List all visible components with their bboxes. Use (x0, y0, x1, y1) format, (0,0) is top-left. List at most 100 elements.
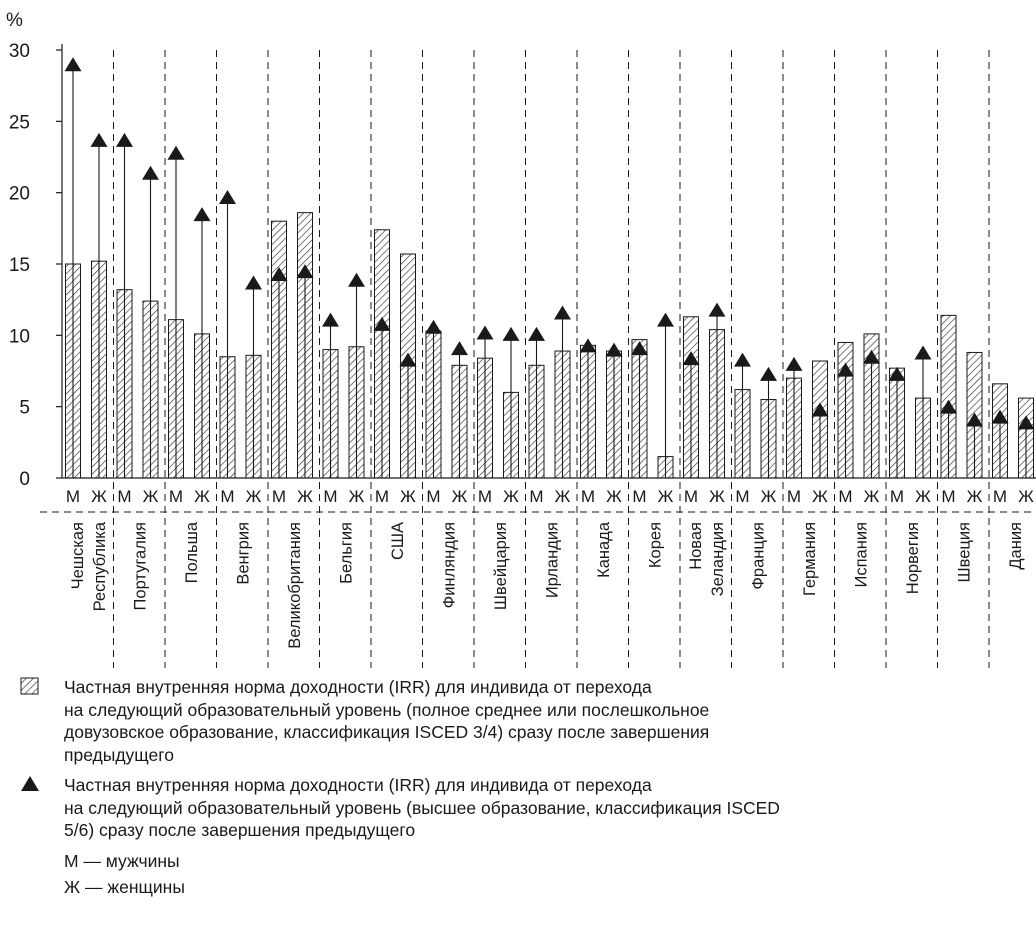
legend-line: довузовское образование, классификация I… (64, 722, 710, 742)
country-label: США (389, 522, 407, 560)
sex-label-m: М (632, 487, 646, 506)
sex-label-m: М (529, 487, 543, 506)
legend-line: М — мужчины (64, 850, 180, 871)
sex-label-f: Ж (709, 487, 725, 506)
country-label: Финляндия (440, 522, 458, 608)
triangle-marker (631, 341, 648, 356)
sex-label-f: Ж (91, 487, 107, 506)
country-label: Польша (183, 521, 201, 583)
sex-label-m: М (66, 487, 80, 506)
legend-line: на следующий образовательный уровень (вы… (64, 797, 780, 818)
sex-label-m: М (169, 487, 183, 506)
sex-label-m: М (735, 487, 749, 506)
sex-label-f: Ж (967, 487, 983, 506)
triangle-marker (1017, 415, 1035, 430)
sex-label-m: М (838, 487, 852, 506)
y-tick-label: 30 (9, 41, 30, 62)
sex-label-m: М (787, 487, 801, 506)
legend-item-bars: Частная внутренняя норма доходности (IRR… (20, 676, 1020, 766)
sex-label-f: Ж (812, 487, 828, 506)
country-label: Дания (1007, 522, 1025, 570)
legend-text-bars: Частная внутренняя норма доходности (IRR… (64, 676, 1020, 766)
sex-label-f: Ж (246, 487, 262, 506)
triangle-marker (734, 352, 751, 367)
triangle-marker (528, 326, 545, 341)
triangle-marker (296, 264, 314, 279)
sex-label-m: М (375, 487, 389, 506)
country-label: Зеландия (709, 522, 727, 596)
sex-label-f: Ж (1018, 487, 1034, 506)
sex-label-m: М (890, 487, 904, 506)
sex-label-f: Ж (452, 487, 468, 506)
triangle-marker (142, 165, 159, 180)
triangle-marker (322, 312, 339, 327)
sex-label-f: Ж (503, 487, 519, 506)
country-label: Ирландия (543, 522, 561, 598)
triangle-icon (21, 776, 39, 791)
country-label: Франция (749, 522, 767, 590)
sex-label-f: Ж (761, 487, 777, 506)
triangle-marker (502, 326, 520, 341)
legend: Частная внутренняя норма доходности (IRR… (20, 676, 1020, 903)
triangle-marker (966, 412, 983, 427)
triangle-marker (348, 272, 365, 287)
y-axis-label: % (6, 10, 23, 31)
sex-label-f: Ж (400, 487, 416, 506)
legend-line: Частная внутренняя норма доходности (IRR… (64, 677, 652, 697)
sex-label-m: М (272, 487, 286, 506)
country-label: Швейцария (492, 522, 510, 610)
triangle-marker (270, 266, 288, 281)
y-tick-label: 10 (9, 326, 30, 347)
country-label: Бельгия (337, 522, 355, 584)
triangle-marker (657, 312, 674, 327)
triangle-marker (476, 325, 494, 340)
legend-line: Частная внутренняя норма доходности (IRR… (64, 775, 652, 795)
y-tick-label: 0 (19, 469, 30, 490)
triangle-marker (245, 275, 262, 290)
country-label: Чешская (69, 522, 87, 589)
legend-text-triangles: Частная внутренняя норма доходности (IRR… (64, 774, 1020, 842)
hatched-box-icon (20, 677, 39, 695)
triangle-marker (682, 351, 700, 366)
sex-label-f: Ж (555, 487, 571, 506)
country-label: Канада (595, 521, 613, 578)
legend-line: на следующий образовательный уровень (по… (64, 699, 710, 720)
triangle-marker (811, 402, 829, 417)
sex-label-m: М (478, 487, 492, 506)
sex-label-m: М (993, 487, 1007, 506)
triangle-marker (116, 132, 133, 147)
triangle-marker (167, 145, 185, 160)
y-tick-label: 5 (19, 398, 30, 419)
triangle-marker (940, 399, 957, 414)
sex-label-f: Ж (658, 487, 674, 506)
country-label: Португалия (131, 522, 149, 610)
triangle-marker (554, 305, 571, 320)
triangle-marker (605, 342, 623, 357)
legend-item-men: М — мужчины (20, 850, 1020, 873)
legend-line: Ж — женщины (64, 877, 185, 897)
triangle-marker (425, 319, 442, 334)
triangle-marker (579, 338, 597, 353)
triangle-marker (90, 132, 108, 147)
legend-line: 5/6) сразу после завершения предыдущего (64, 820, 416, 840)
country-label: Великобритания (286, 522, 304, 649)
triangle-marker (914, 345, 932, 360)
triangle-marker (451, 341, 468, 356)
triangle-marker (888, 366, 906, 381)
legend-item-women: Ж — женщины (20, 876, 1020, 899)
y-tick-label: 20 (9, 184, 30, 205)
triangle-marker (193, 207, 211, 222)
country-label: Новая (687, 522, 705, 570)
legend-line: предыдущего (64, 744, 174, 765)
country-label: Республика (91, 521, 109, 611)
country-label: Испания (852, 522, 870, 587)
country-label: Германия (801, 522, 819, 596)
y-tick-label: 15 (9, 255, 30, 276)
y-tick-label: 25 (9, 112, 30, 133)
country-label: Венгрия (234, 522, 252, 585)
triangle-marker (785, 356, 803, 371)
triangle-marker (991, 409, 1009, 424)
sex-label-f: Ж (915, 487, 931, 506)
triangle-marker (760, 366, 777, 381)
